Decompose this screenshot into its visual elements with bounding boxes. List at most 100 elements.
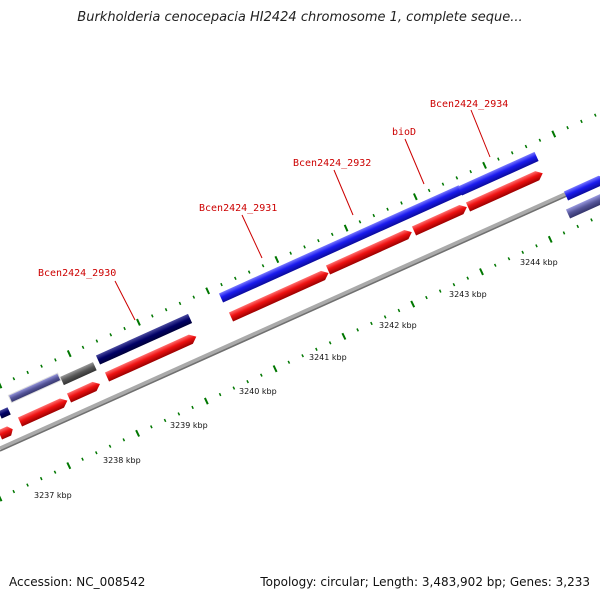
tick-mark xyxy=(493,263,497,267)
tick-mark xyxy=(301,354,304,358)
tick-mark xyxy=(220,282,223,287)
tick-mark xyxy=(510,151,514,155)
tick-mark xyxy=(469,169,472,174)
gene-forward-small-lavender xyxy=(7,372,62,404)
gene-bcen2424-2930 xyxy=(95,313,193,365)
accession-text: Accession: NC_008542 xyxy=(9,575,146,589)
tick-mark xyxy=(372,213,376,218)
tick-mark xyxy=(425,295,428,300)
tick-mark xyxy=(81,345,85,350)
forward-strand-genes xyxy=(0,151,600,419)
tick-mark xyxy=(538,138,542,142)
tick-mark xyxy=(136,318,141,326)
tick-mark xyxy=(192,295,196,299)
tick-mark xyxy=(507,257,511,261)
tick-mark xyxy=(358,220,362,224)
tick-mark xyxy=(547,235,553,243)
leader-line xyxy=(470,109,491,158)
tick-mark xyxy=(178,301,182,306)
tick-mark xyxy=(0,495,3,502)
scale-label: 3244 kbp xyxy=(520,258,558,267)
tick-mark xyxy=(164,308,168,312)
tick-mark xyxy=(441,182,445,186)
tick-mark xyxy=(203,397,209,405)
tick-mark xyxy=(562,231,566,235)
genome-summary-text: Topology: circular; Length: 3,483,902 bp… xyxy=(260,575,590,589)
tick-mark xyxy=(341,332,347,340)
gene-bcen2424-2931-2932-biod xyxy=(218,185,463,303)
tick-mark xyxy=(205,287,211,295)
tick-mark xyxy=(40,364,43,368)
tick-mark xyxy=(479,268,484,276)
tick-mark xyxy=(247,270,251,274)
tick-mark xyxy=(66,349,72,358)
tick-mark xyxy=(95,451,98,455)
tick-mark xyxy=(412,193,418,201)
tick-mark xyxy=(400,201,403,205)
tick-mark xyxy=(452,282,456,287)
leader-line xyxy=(404,138,425,185)
tick-mark xyxy=(330,232,334,237)
tick-mark xyxy=(151,314,154,318)
tick-mark xyxy=(191,405,194,410)
tick-mark xyxy=(81,457,84,461)
tick-mark xyxy=(410,300,416,308)
sequence-backbone xyxy=(0,176,600,452)
tick-mark xyxy=(455,176,459,180)
tick-mark xyxy=(218,392,222,397)
tick-mark xyxy=(524,144,528,149)
tick-mark xyxy=(356,328,359,332)
tick-mark xyxy=(594,113,597,117)
tick-mark xyxy=(12,489,16,494)
tick-mark xyxy=(343,224,349,232)
scale-label: 3239 kbp xyxy=(170,421,208,430)
tick-mark xyxy=(108,444,112,448)
tick-mark xyxy=(383,315,387,319)
scale-tick-ring xyxy=(0,218,593,502)
scale-labels: 3237 kbp 3238 kbp 3239 kbp 3240 kbp 3241… xyxy=(34,258,558,500)
tick-mark xyxy=(123,326,126,331)
tick-mark xyxy=(150,425,153,429)
tick-mark xyxy=(39,476,43,481)
tick-mark xyxy=(370,321,373,326)
tick-mark xyxy=(177,412,181,416)
gene-label: Bcen2424_2931 xyxy=(199,203,277,214)
gene-forward-right-edge-lavender xyxy=(565,193,600,219)
tick-mark xyxy=(234,276,237,281)
tick-mark xyxy=(95,339,99,343)
gene-bcen2424-2934 xyxy=(457,151,539,196)
tick-mark xyxy=(274,255,280,264)
gene-label: bioD xyxy=(392,127,416,138)
tick-mark xyxy=(328,341,332,345)
scale-label: 3242 kbp xyxy=(379,321,417,330)
leader-line xyxy=(333,169,354,216)
tick-mark xyxy=(54,358,57,362)
gene-label: Bcen2424_2934 xyxy=(430,99,508,110)
tick-mark xyxy=(289,251,292,255)
gene-labels: Bcen2424_2930 Bcen2424_2931 Bcen2424_293… xyxy=(38,99,508,321)
leader-line xyxy=(241,214,263,259)
tick-mark xyxy=(303,245,306,249)
tick-mark xyxy=(53,470,57,474)
map-title: Burkholderia cenocepacia HI2424 chromoso… xyxy=(77,10,523,25)
scale-label: 3238 kbp xyxy=(103,456,141,465)
outer-tick-ring xyxy=(0,113,597,389)
tick-mark xyxy=(386,207,389,211)
tick-mark xyxy=(135,429,141,437)
tick-mark xyxy=(287,360,291,364)
tick-mark xyxy=(590,218,593,222)
tick-mark xyxy=(0,382,3,389)
tick-mark xyxy=(551,130,557,138)
tick-mark xyxy=(66,462,72,470)
tick-mark xyxy=(26,483,29,487)
tick-mark xyxy=(272,365,278,373)
reverse-strand-genes xyxy=(0,171,543,440)
tick-mark xyxy=(315,347,318,351)
tick-mark xyxy=(497,157,500,161)
leader-line xyxy=(114,280,136,321)
tick-mark xyxy=(535,244,538,248)
gene-forward-right-edge xyxy=(563,175,600,201)
tick-mark xyxy=(482,161,487,169)
tick-mark xyxy=(26,370,29,375)
